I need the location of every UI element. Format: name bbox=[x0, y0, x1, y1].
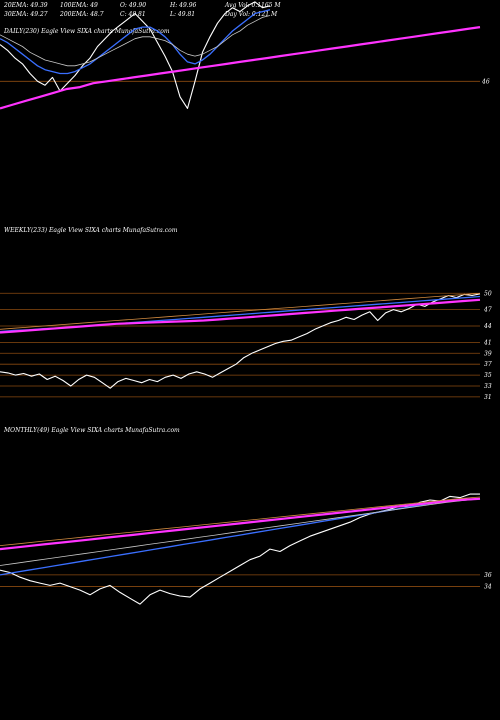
weekly-y-tick-label: 47 bbox=[483, 307, 492, 314]
weekly-panel-title: WEEKLY(233) Eagle View SIXA charts Munaf… bbox=[4, 227, 178, 234]
weekly-y-tick-label: 41 bbox=[483, 339, 492, 346]
weekly-panel: 50 47 44 41 39 37 35 33 31 bbox=[0, 290, 492, 401]
monthly-ema-slow-line bbox=[0, 497, 481, 551]
monthly-panel-title: MONTHLY(49) Eagle View SIXA charts Munaf… bbox=[3, 427, 180, 434]
header-day-vol: Day Vol: 0.121 M bbox=[224, 11, 278, 18]
header-ema30: 30EMA: 49.27 bbox=[4, 11, 48, 18]
header-ema200: 200EMA: 48.7 bbox=[59, 11, 104, 18]
weekly-y-tick-label: 44 bbox=[483, 323, 492, 330]
daily-ema-fast-line bbox=[0, 9, 271, 75]
daily-ema-mid-line bbox=[0, 15, 271, 67]
header-ema20: 20EMA: 49.39 bbox=[3, 2, 48, 9]
header-low: L: 49.81 bbox=[169, 11, 195, 18]
monthly-panel: 36 34 bbox=[0, 493, 492, 605]
weekly-y-tick-label: 33 bbox=[484, 383, 492, 390]
weekly-y-tick-label: 37 bbox=[484, 361, 492, 368]
weekly-y-tick-label: 39 bbox=[484, 350, 492, 357]
header-high: H: 49.96 bbox=[169, 2, 197, 9]
monthly-y-tick-label: 36 bbox=[484, 572, 492, 579]
weekly-ema-long-line bbox=[0, 292, 481, 330]
daily-panel-title: DAILY(230) Eagle View SIXA charts Munafa… bbox=[3, 28, 170, 35]
weekly-y-tick-label: 50 bbox=[484, 290, 492, 297]
header-ema100: 100EMA: 49 bbox=[60, 2, 98, 9]
daily-panel: 46 bbox=[0, 1, 490, 110]
daily-ema-slow-line bbox=[0, 26, 481, 110]
daily-y-tick-label: 46 bbox=[481, 78, 490, 85]
monthly-ema-mid-line bbox=[0, 498, 481, 566]
monthly-y-tick-label: 34 bbox=[484, 584, 492, 591]
daily-price-line bbox=[0, 1, 271, 109]
header-open: O: 49.90 bbox=[120, 2, 146, 9]
weekly-price-line bbox=[0, 293, 481, 389]
weekly-y-tick-label: 31 bbox=[484, 394, 492, 401]
weekly-y-tick-label: 35 bbox=[484, 372, 492, 379]
header-avg-vol: Avg Vol: 0.1165 M bbox=[224, 2, 281, 9]
monthly-ema-long-line bbox=[0, 496, 481, 546]
weekly-ema-slow-line bbox=[0, 298, 481, 334]
